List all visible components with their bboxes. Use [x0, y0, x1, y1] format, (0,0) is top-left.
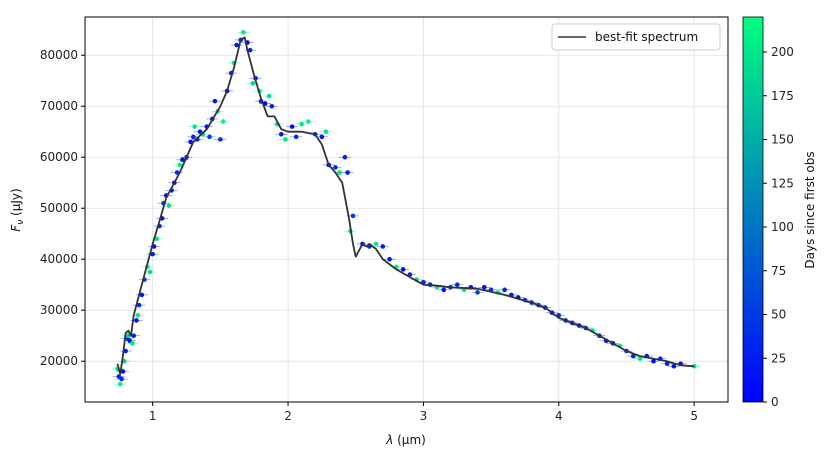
observation-point [283, 137, 288, 142]
observation-point [117, 381, 123, 387]
y-tick-label: 20000 [40, 354, 78, 368]
observation-point [482, 284, 487, 290]
best-fit-path [116, 36, 695, 375]
observation-point [266, 93, 272, 99]
observation-point [220, 119, 226, 124]
observation-point [135, 313, 141, 318]
observation-point [400, 267, 406, 272]
observation-point [139, 292, 145, 298]
observation-point [630, 353, 636, 359]
observation-point [234, 42, 239, 48]
observation-point [306, 119, 311, 124]
observation-point [166, 203, 172, 208]
observation-point [247, 47, 253, 53]
observation-point [131, 333, 137, 339]
observation-point [475, 290, 480, 295]
colorbar-tick-label: 50 [771, 308, 786, 322]
observation-point [323, 129, 329, 135]
y-tick-label: 70000 [40, 99, 78, 113]
y-tick-label: 60000 [40, 150, 78, 164]
observation-point [651, 358, 656, 364]
y-tick-label: 40000 [40, 252, 78, 266]
y-tick-label: 50000 [40, 201, 78, 215]
legend: best-fit spectrum [551, 23, 721, 51]
observation-point [387, 256, 392, 262]
observation-point [454, 282, 460, 288]
observation-point [134, 318, 139, 323]
colorbar-tick-label: 100 [771, 220, 794, 234]
observation-point [664, 361, 670, 367]
x-axis: 1 2 3 4 5 [149, 402, 698, 423]
observation-point [154, 236, 160, 242]
observation-point [373, 241, 379, 247]
observation-point [130, 341, 135, 346]
observation-point [119, 376, 124, 382]
colorbar-tick-label: 25 [771, 351, 786, 365]
colorbar-tick-label: 125 [771, 176, 794, 190]
x-tick-label: 1 [149, 409, 157, 423]
colorbar-tick-label: 75 [771, 264, 786, 278]
y-tick-label: 30000 [40, 303, 78, 317]
observation-point [333, 165, 338, 170]
x-tick-label: 2 [284, 409, 292, 423]
observation-point [637, 356, 643, 361]
colorbar-label: Days since first obs [803, 151, 817, 268]
observation-point [136, 302, 142, 308]
observation-point [188, 139, 193, 145]
legend-label: best-fit spectrum [595, 30, 698, 44]
observation-point [147, 269, 153, 275]
x-tick-label: 5 [690, 409, 698, 423]
observation-point [289, 124, 295, 129]
observation-point [207, 134, 212, 140]
x-tick-label: 4 [555, 409, 563, 423]
observation-point [278, 131, 284, 137]
colorbar-gradient [742, 16, 764, 403]
colorbar-tick-label: 0 [771, 395, 779, 409]
observation-point [250, 80, 256, 86]
y-axis: 20000 30000 40000 50000 60000 70000 80000 [40, 48, 85, 368]
y-tick-label: 80000 [40, 48, 78, 62]
observation-point [190, 134, 196, 140]
observation-point [380, 244, 386, 249]
legend-box [551, 23, 721, 51]
observation-point [293, 134, 299, 140]
colorbar-ticks: 0 25 50 75 100 125 150 175 200 [763, 45, 794, 409]
best-fit-line [116, 36, 695, 375]
observation-point [345, 170, 350, 175]
observation-point [671, 364, 677, 369]
observation-point [212, 98, 218, 104]
y-axis-label: Fν (μJy) [9, 188, 26, 231]
observation-point [192, 124, 197, 129]
observation-point [150, 251, 155, 257]
x-tick-label: 3 [420, 409, 428, 423]
plot-frame [84, 16, 729, 403]
grid [85, 17, 728, 402]
observation-point [180, 157, 185, 163]
observation-point [177, 162, 183, 168]
observation-point [337, 170, 342, 175]
colorbar-tick-label: 150 [771, 133, 794, 147]
observation-point [319, 134, 325, 140]
observation-point [350, 213, 356, 219]
colorbar-tick-label: 175 [771, 89, 794, 103]
observation-point [218, 137, 223, 142]
observation-point [441, 287, 447, 293]
x-axis-label: λ (μm) [385, 433, 426, 447]
observation-point [241, 29, 246, 35]
observation-point [299, 121, 304, 127]
colorbar: 0 25 50 75 100 125 150 175 200 Days since first … [742, 16, 817, 409]
observation-point [502, 287, 507, 293]
observation-point [269, 103, 275, 109]
observation-point [342, 154, 348, 160]
observation-point [120, 369, 126, 374]
colorbar-tick-label: 200 [771, 45, 794, 59]
